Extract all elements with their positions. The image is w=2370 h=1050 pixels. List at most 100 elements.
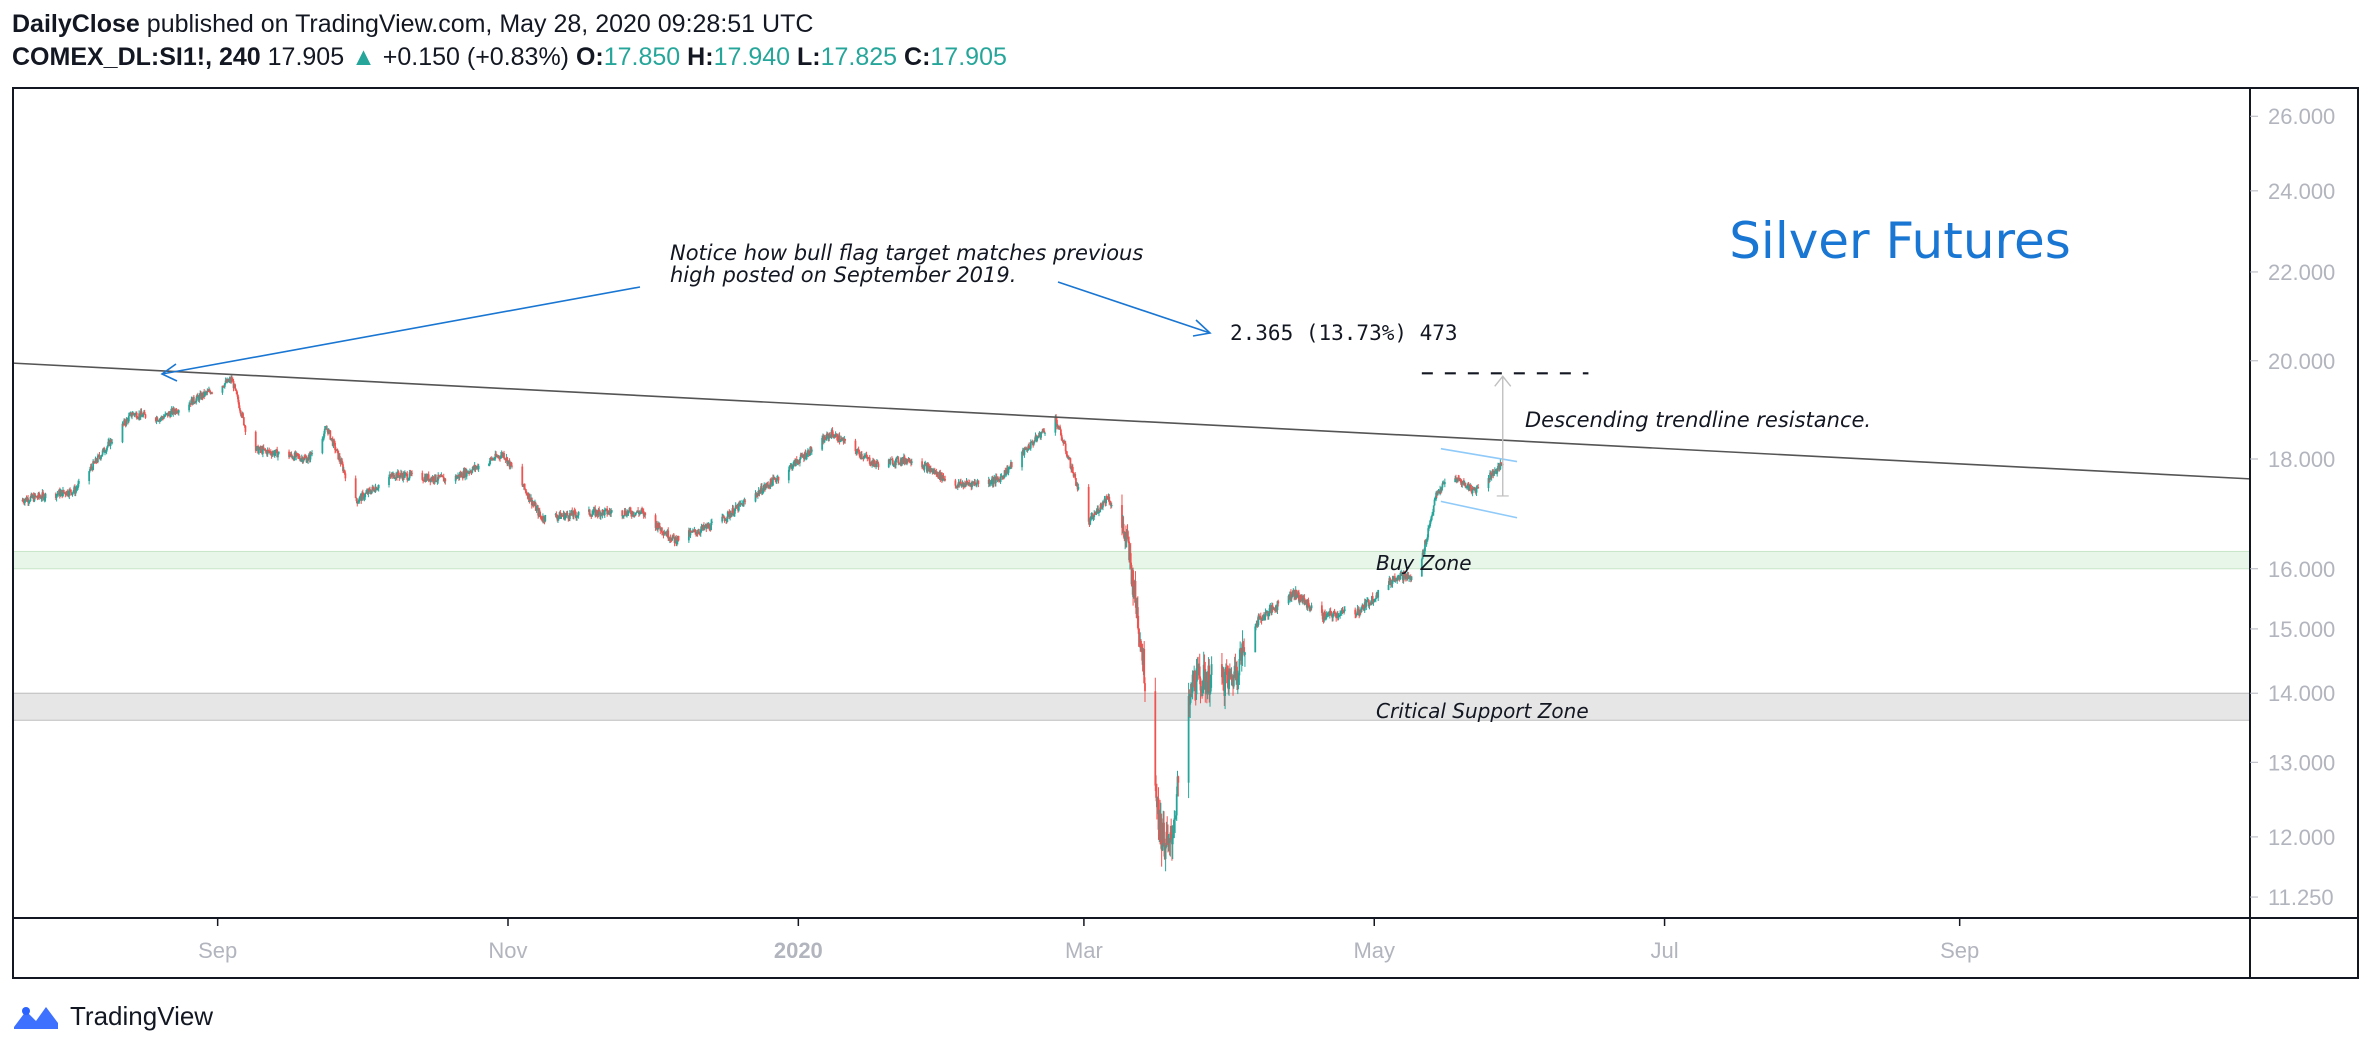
- candle-body: [1232, 674, 1235, 687]
- candle-body: [242, 417, 245, 426]
- candle-body: [1325, 613, 1328, 618]
- candle: [622, 515, 625, 520]
- candle-body: [158, 420, 160, 422]
- candle-body: [1326, 613, 1329, 615]
- candle-body: [1473, 487, 1476, 491]
- candle-body: [598, 509, 601, 512]
- candle: [111, 439, 114, 445]
- candle: [754, 490, 757, 503]
- price-tick-label: 20.000: [2268, 349, 2335, 374]
- candle-body: [471, 469, 474, 473]
- candle: [555, 511, 558, 519]
- candle-body: [1238, 659, 1241, 676]
- candle-body: [355, 497, 358, 502]
- candle-body: [698, 531, 701, 533]
- candle: [1443, 478, 1446, 488]
- candle-body: [1163, 822, 1165, 846]
- candle-body: [626, 511, 628, 517]
- candle-body: [437, 474, 440, 481]
- candle: [1170, 818, 1173, 841]
- candle-body: [1441, 483, 1444, 488]
- author-name[interactable]: DailyClose: [12, 10, 140, 38]
- tradingview-brand[interactable]: TradingView: [70, 1000, 214, 1031]
- candle-body: [1222, 669, 1225, 691]
- candle-body: [1425, 541, 1428, 545]
- candle: [641, 506, 643, 514]
- candle-body: [43, 494, 45, 500]
- price-tick-label: 24.000: [2268, 179, 2335, 204]
- candle: [238, 399, 240, 409]
- candle-body: [433, 481, 436, 483]
- candle-body: [1109, 502, 1111, 504]
- candle-body: [1036, 437, 1039, 441]
- candle-body: [1174, 818, 1177, 820]
- candle-body: [227, 380, 230, 382]
- symbol-name[interactable]: COMEX_DL:SI1!, 240: [12, 43, 261, 71]
- price-tick-label: 15.000: [2268, 617, 2335, 642]
- chart-frame: [12, 87, 2359, 979]
- candle-body: [421, 472, 424, 480]
- candle-body: [344, 473, 347, 479]
- candle-body: [524, 488, 527, 491]
- candle-body: [808, 455, 811, 457]
- candle: [733, 513, 735, 517]
- candle-body: [168, 412, 171, 414]
- candle-body: [606, 508, 609, 515]
- candle: [421, 470, 424, 481]
- candle-body: [840, 438, 843, 442]
- candle: [392, 472, 395, 479]
- candle-body: [831, 430, 834, 434]
- candle-body: [143, 412, 146, 415]
- candle: [41, 489, 44, 502]
- open-label: O:: [575, 43, 604, 71]
- price-tick-label: 11.250: [2268, 885, 2334, 910]
- candle-body: [1089, 518, 1092, 525]
- candle: [640, 508, 643, 515]
- candle-body: [121, 423, 124, 443]
- candle-body: [365, 492, 367, 494]
- candle-body: [564, 515, 567, 520]
- candle-body: [1395, 579, 1398, 581]
- candle-body: [104, 451, 107, 453]
- candle-body: [207, 390, 210, 392]
- candle: [1126, 524, 1129, 540]
- candle-body: [854, 440, 857, 452]
- candle: [639, 511, 642, 515]
- candle-body: [544, 515, 547, 522]
- candle-body: [1090, 516, 1092, 519]
- tradingview-logo-icon[interactable]: [12, 1001, 62, 1031]
- candle-body: [1300, 595, 1303, 600]
- candle-body: [654, 515, 657, 528]
- candle-body: [307, 457, 309, 461]
- candle: [1273, 607, 1276, 611]
- candle-body: [1255, 626, 1257, 628]
- candle-body: [68, 489, 71, 496]
- candle-body: [1290, 596, 1293, 599]
- candle-body: [960, 481, 962, 486]
- candle: [889, 457, 892, 466]
- candle: [557, 515, 560, 521]
- candle: [568, 510, 571, 522]
- candle: [566, 510, 569, 516]
- candle-body: [296, 453, 299, 456]
- candle: [621, 509, 624, 520]
- candle-body: [434, 474, 437, 482]
- candle-body: [960, 484, 963, 486]
- candle-body: [737, 502, 740, 511]
- candle-body: [1324, 617, 1327, 619]
- candle-body: [1389, 578, 1392, 585]
- candle: [1164, 842, 1167, 872]
- candle-body: [1021, 451, 1023, 468]
- candle-body: [1004, 470, 1007, 476]
- candle-body: [928, 466, 931, 472]
- candle: [1441, 481, 1444, 491]
- candle-body: [162, 416, 165, 419]
- candle-body: [828, 434, 831, 439]
- candle-body: [167, 412, 170, 417]
- candle-body: [1155, 785, 1157, 798]
- candle: [1124, 532, 1127, 550]
- candle-body: [1426, 537, 1429, 542]
- candle-body: [493, 458, 496, 460]
- candle: [1487, 474, 1490, 492]
